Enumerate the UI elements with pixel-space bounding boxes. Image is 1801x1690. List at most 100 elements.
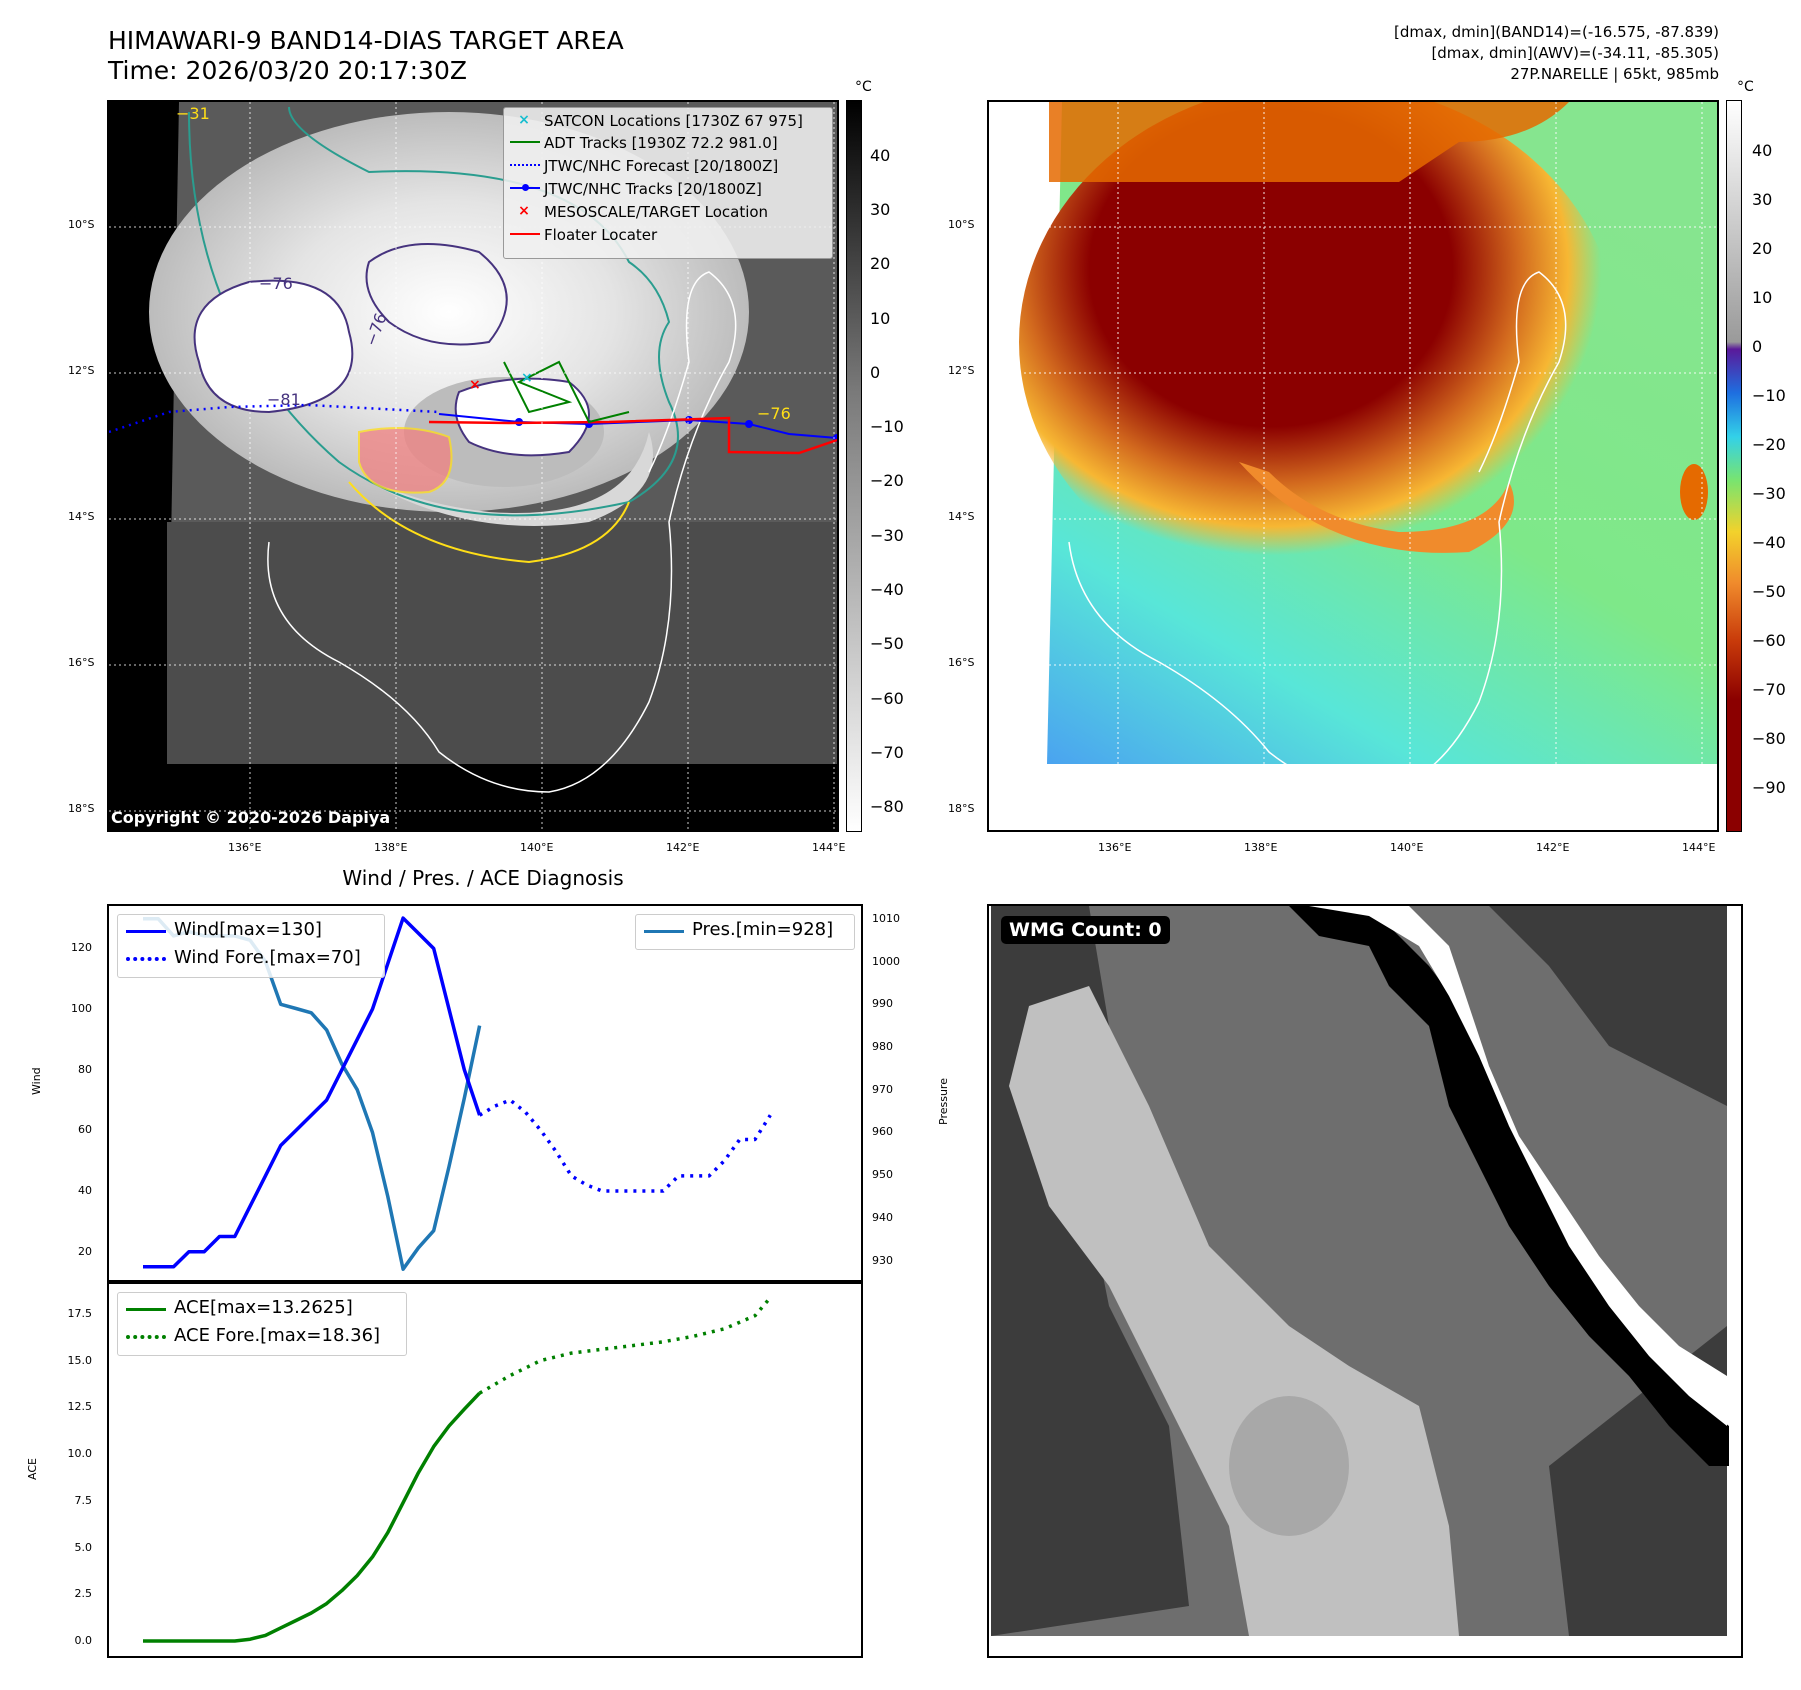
awv-lat-label: 12°S <box>948 364 975 377</box>
target-marker: × <box>469 377 481 393</box>
lat-label: 16°S <box>68 656 95 669</box>
awv-map-panel <box>987 100 1719 832</box>
awv-map-svg <box>989 102 1717 830</box>
colorbar-tick: −30 <box>870 526 904 545</box>
legend-wind-fore-line <box>126 957 166 961</box>
contour-teal <box>188 106 679 517</box>
ace-tick: 15.0 <box>67 1353 93 1367</box>
pressure-tick: 960 <box>872 1125 893 1139</box>
wind-ylabel: Wind <box>30 1067 43 1095</box>
wind-forecast-line <box>478 1098 772 1193</box>
awv-lon-label: 142°E <box>1536 841 1570 854</box>
ace-tick: 12.5 <box>67 1400 93 1414</box>
jtwc-forecast-line <box>109 403 440 434</box>
info-storm: 27P.NARELLE | 65kt, 985mb <box>1510 65 1719 83</box>
wmg-region-mid-light <box>1229 1396 1349 1536</box>
figure-time: Time: 2026/03/20 20:17:30Z <box>108 56 467 85</box>
legend-satcon-marker: × <box>518 112 530 128</box>
pressure-tick: 1010 <box>872 911 900 925</box>
contour-cold-center <box>365 243 508 346</box>
diagnosis-title: Wind / Pres. / ACE Diagnosis <box>342 866 624 890</box>
awv-colorbar-tick: −40 <box>1752 533 1786 552</box>
legend-wind-label: Wind[max=130] <box>174 919 322 940</box>
ace-tick: 5.0 <box>74 1540 93 1554</box>
awv-gridlines <box>989 102 1717 830</box>
adt-track-line <box>503 360 630 424</box>
pressure-tick: 1000 <box>872 954 900 968</box>
wind-tick: 120 <box>71 941 92 955</box>
legend-target-marker: × <box>518 203 530 219</box>
awv-lat-label: 10°S <box>948 218 975 231</box>
colorbar-tick: 30 <box>870 200 891 219</box>
awv-colorbar-tick: −10 <box>1752 386 1786 405</box>
colorbar-unit: °C <box>855 79 872 95</box>
pressure-tick: 930 <box>872 1253 893 1267</box>
awv-lon-label: 136°E <box>1098 841 1132 854</box>
ace-legend: ACE[max=13.2625] ACE Fore.[max=18.36] <box>117 1292 407 1356</box>
colorbar-tick: 20 <box>870 254 891 273</box>
colorbar-tick: −60 <box>870 689 904 708</box>
warm-spot <box>358 427 453 494</box>
legend-track-dot <box>522 184 529 191</box>
lat-label: 14°S <box>68 510 95 523</box>
awv-colorbar-tick: −20 <box>1752 435 1786 454</box>
ace-panel: ACE[max=13.2625] ACE Fore.[max=18.36] <box>107 1280 863 1658</box>
awv-colorbar-tick: −80 <box>1752 729 1786 748</box>
lon-label: 140°E <box>520 841 554 854</box>
legend-ace-label: ACE[max=13.2625] <box>174 1297 353 1318</box>
pressure-tick: 940 <box>872 1210 893 1224</box>
lat-label: 18°S <box>68 802 95 815</box>
pressure-ylabel: Pressure <box>937 1078 950 1125</box>
coastline <box>267 271 737 793</box>
ace-ylabel: ACE <box>26 1458 39 1480</box>
colorbar-tick: −80 <box>870 797 904 816</box>
awv-colorbar-tick: −70 <box>1752 680 1786 699</box>
lon-label: 136°E <box>228 841 262 854</box>
lon-label: 144°E <box>812 841 846 854</box>
awv-lat-label: 14°S <box>948 510 975 523</box>
pressure-tick: 990 <box>872 997 893 1011</box>
contour-label: −76 <box>757 404 791 423</box>
colorbar-tick: 0 <box>870 363 881 382</box>
awv-colorbar-tick: 10 <box>1752 288 1773 307</box>
lat-label: 12°S <box>68 364 95 377</box>
wmg-svg <box>991 906 1729 1636</box>
wind-tick: 80 <box>78 1062 92 1076</box>
colorbar-tick: 10 <box>870 309 891 328</box>
ace-svg <box>143 1296 772 1643</box>
pressure-tick: 970 <box>872 1082 893 1096</box>
map-legend: × SATCON Locations [1730Z 67 975] ADT Tr… <box>503 107 833 259</box>
legend-adt-label: ADT Tracks [1930Z 72.2 981.0] <box>544 134 778 152</box>
lat-label: 10°S <box>68 218 95 231</box>
wind-tick: 40 <box>78 1184 92 1198</box>
wind-tick: 60 <box>78 1123 92 1137</box>
lon-label: 142°E <box>666 841 700 854</box>
wmg-panel: WMG Count: 0 <box>987 904 1743 1658</box>
ace-tick: 10.0 <box>67 1447 93 1461</box>
colorbar-tick: −20 <box>870 471 904 490</box>
ace-tick: 2.5 <box>74 1587 93 1601</box>
contour-label: −31 <box>176 104 210 123</box>
awv-colorbar <box>1726 100 1742 832</box>
legend-adt-line <box>510 141 540 143</box>
awv-lon-label: 140°E <box>1390 841 1424 854</box>
wind-legend: Wind[max=130] Wind Fore.[max=70] <box>117 914 385 978</box>
wmg-black-band <box>1229 906 1729 1466</box>
awv-colorbar-tick: 0 <box>1752 337 1763 356</box>
legend-target-label: MESOSCALE/TARGET Location <box>544 203 769 221</box>
ir-map-panel: × × −31 −76 −76 −81 −76 Copyright © 2020… <box>107 100 839 832</box>
floater-locater-line <box>428 416 837 455</box>
contour-label: −76 <box>259 274 293 293</box>
wmg-white-band <box>1309 906 1727 1426</box>
pressure-tick: 980 <box>872 1040 893 1053</box>
legend-satcon-label: SATCON Locations [1730Z 67 975] <box>544 112 803 130</box>
contour-cold-west <box>193 279 354 414</box>
ace-line <box>143 1391 481 1643</box>
lon-label: 138°E <box>374 841 408 854</box>
rain-band <box>339 432 653 526</box>
info-band14: [dmax, dmin](BAND14)=(-16.575, -87.839) <box>1394 23 1719 41</box>
colorbar-tick: −70 <box>870 743 904 762</box>
copyright-label: Copyright © 2020-2026 Dapiya <box>111 808 391 827</box>
awv-lon-label: 144°E <box>1682 841 1716 854</box>
wind-tick: 20 <box>78 1244 92 1258</box>
